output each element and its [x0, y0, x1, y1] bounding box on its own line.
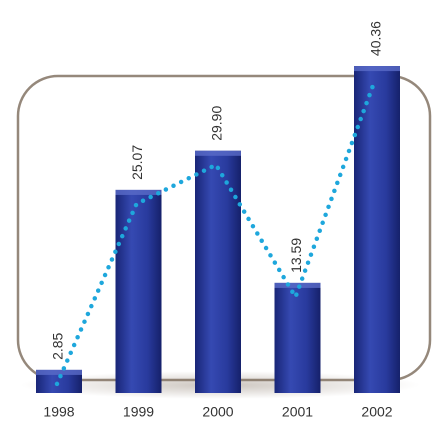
value-label: 25.07 — [129, 145, 145, 180]
bar-shine — [36, 369, 82, 393]
value-label: 40.36 — [368, 21, 384, 56]
bar-shine — [354, 66, 400, 394]
bar-shine — [115, 189, 162, 393]
value-label: 29.90 — [209, 106, 225, 141]
bar-shine — [195, 150, 241, 393]
trend-line — [54, 77, 378, 387]
bar-cap — [354, 66, 400, 72]
bar-shine — [274, 282, 321, 393]
x-tick-label: 2002 — [361, 404, 392, 420]
x-tick-label: 1998 — [43, 404, 74, 420]
bar-cap — [36, 369, 82, 375]
bar-cap — [195, 150, 241, 156]
bar-cap — [115, 189, 162, 195]
x-tick-label: 2000 — [202, 404, 233, 420]
x-tick-label: 2001 — [282, 404, 313, 420]
x-tick-label: 1999 — [123, 404, 154, 420]
value-label: 13.59 — [288, 238, 304, 273]
value-label: 2.85 — [50, 332, 66, 359]
